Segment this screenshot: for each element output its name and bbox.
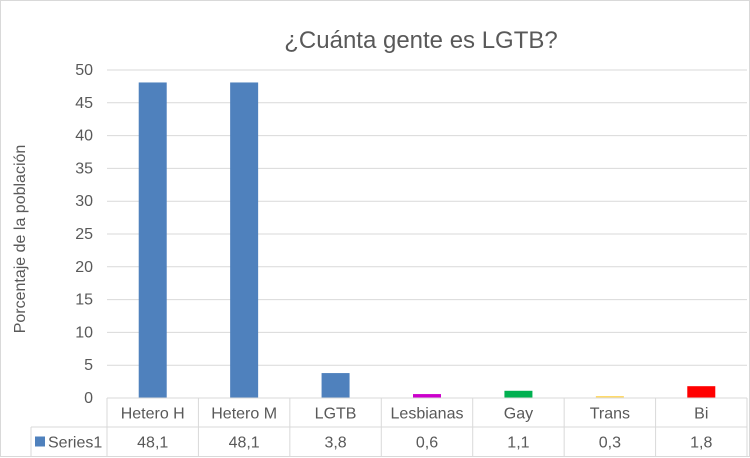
category-label: Bi <box>694 406 708 423</box>
category-label: Trans <box>590 406 630 423</box>
y-tick-label: 5 <box>84 357 93 374</box>
y-tick-label: 15 <box>75 292 93 309</box>
y-tick-label: 50 <box>75 62 93 79</box>
data-value-label: 0,3 <box>599 435 621 452</box>
bar <box>687 386 716 398</box>
y-axis-ticks: 0 5 10 15 20 25 30 35 40 45 50 <box>75 62 93 407</box>
y-axis-label: Porcentaje de la población <box>12 145 29 334</box>
category-label: Lesbianas <box>391 406 464 423</box>
category-label: Hetero H <box>121 406 185 423</box>
data-value-label: 48,1 <box>137 435 168 452</box>
bar <box>413 394 441 398</box>
y-tick-label: 40 <box>75 128 93 145</box>
y-tick-label: 45 <box>75 95 93 112</box>
bar <box>595 396 624 398</box>
category-label: Gay <box>504 406 533 423</box>
data-table: Hetero H Hetero M LGTB Lesbianas Gay Trans Bi S… <box>30 397 748 456</box>
y-tick-label: 10 <box>75 324 93 341</box>
legend-key <box>35 436 45 447</box>
y-tick-label: 0 <box>84 390 93 407</box>
data-value-label: 1,8 <box>690 435 712 452</box>
y-tick-label: 30 <box>75 193 93 210</box>
y-tick-label: 35 <box>75 160 93 177</box>
bars <box>138 82 716 399</box>
bar <box>321 373 350 398</box>
category-label: Hetero M <box>211 406 277 423</box>
data-value-label: 0,6 <box>416 435 438 452</box>
data-value-label: 48,1 <box>229 435 260 452</box>
bar <box>230 82 259 399</box>
category-label: LGTB <box>315 406 357 423</box>
chart-title: ¿Cuánta gente es LGTB? <box>284 27 558 54</box>
y-tick-label: 25 <box>75 226 93 243</box>
legend-series-name: Series1 <box>48 435 102 452</box>
gridlines <box>107 69 747 366</box>
data-value-label: 1,1 <box>507 435 529 452</box>
data-value-label: 3,8 <box>324 435 346 452</box>
y-tick-label: 20 <box>75 259 93 276</box>
bar <box>138 82 167 399</box>
bar <box>504 390 533 398</box>
